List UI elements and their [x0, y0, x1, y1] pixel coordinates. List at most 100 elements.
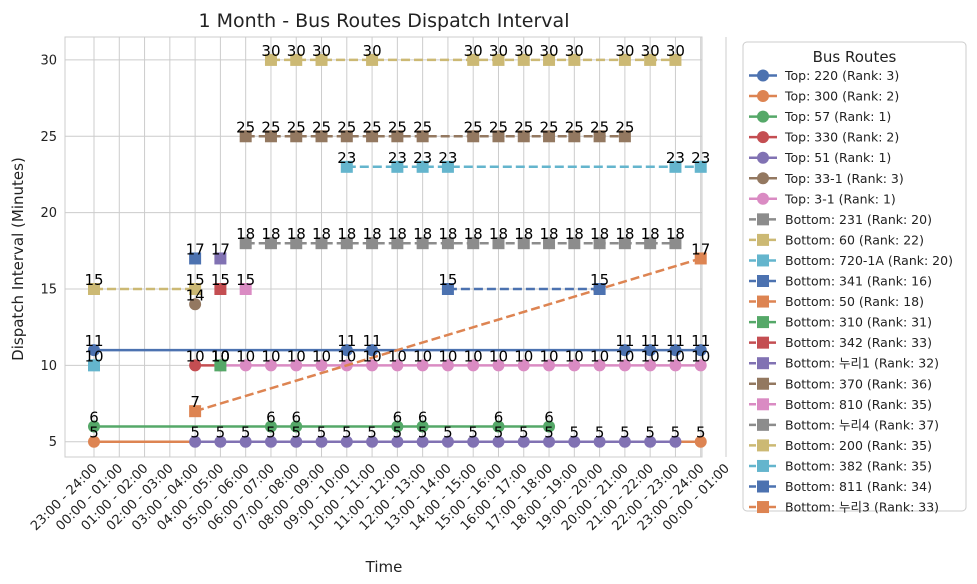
data-label: 18	[287, 225, 306, 243]
data-label: 18	[236, 225, 255, 243]
data-label: 10	[211, 347, 230, 365]
data-point	[441, 237, 454, 250]
data-label: 7	[190, 393, 200, 411]
legend-entry: Bottom: 342 (Rank: 33)	[785, 335, 932, 350]
data-label: 18	[464, 225, 483, 243]
data-label: 17	[211, 240, 230, 258]
data-point	[315, 435, 328, 448]
data-label: 30	[363, 42, 382, 60]
data-point	[618, 130, 631, 143]
data-label: 30	[565, 42, 584, 60]
data-point	[568, 359, 581, 372]
data-point	[644, 344, 657, 357]
data-label: 18	[666, 225, 685, 243]
data-label: 30	[514, 42, 533, 60]
legend-entry: Bottom: 누리4 (Rank: 37)	[785, 417, 939, 432]
data-point	[492, 130, 505, 143]
data-label: 25	[413, 118, 432, 136]
data-label: 5	[443, 424, 453, 442]
y-tick-label: 25	[40, 130, 57, 145]
data-label: 6	[494, 408, 504, 426]
data-label: 10	[211, 347, 230, 365]
series-line	[194, 257, 702, 413]
data-label: 5	[291, 424, 301, 442]
data-label: 25	[590, 118, 609, 136]
y-tick-label: 5	[49, 435, 57, 450]
plot-frame	[64, 36, 703, 458]
data-point	[669, 435, 682, 448]
data-point	[366, 435, 379, 448]
legend-swatch-marker	[757, 418, 769, 431]
legend-entry: Top: 33-1 (Rank: 3)	[784, 171, 904, 186]
data-point	[189, 435, 202, 448]
data-label: 5	[620, 424, 630, 442]
data-label: 10	[337, 347, 356, 365]
data-label: 30	[539, 42, 558, 60]
data-point	[618, 344, 631, 357]
data-point	[618, 359, 631, 372]
legend-entry: Bottom: 누리3 (Rank: 33)	[785, 500, 939, 515]
data-point	[315, 237, 328, 250]
data-label: 5	[645, 424, 655, 442]
legend-swatch-marker	[757, 233, 769, 246]
data-point	[669, 237, 682, 250]
data-label: 5	[89, 424, 99, 442]
data-label: 10	[539, 347, 558, 365]
data-label: 10	[641, 347, 660, 365]
data-point	[593, 130, 606, 143]
data-label: 10	[413, 347, 432, 365]
data-label: 5	[519, 424, 529, 442]
legend: Bus Routes Top: 220 (Rank: 3) Top: 300 (Ra…	[742, 41, 967, 515]
data-point	[391, 359, 404, 372]
data-point	[543, 237, 556, 250]
data-point	[568, 53, 581, 66]
data-point	[214, 252, 227, 265]
data-label: 5	[570, 424, 580, 442]
data-label: 15	[438, 271, 457, 289]
data-label: 5	[468, 424, 478, 442]
data-label: 10	[438, 347, 457, 365]
data-point	[416, 237, 429, 250]
chart-title: 1 Month - Bus Routes Dispatch Interval	[199, 10, 570, 32]
data-label: 5	[241, 424, 251, 442]
data-point	[239, 237, 252, 250]
data-label: 11	[337, 332, 356, 350]
data-label: 5	[696, 424, 706, 442]
data-label: 18	[641, 225, 660, 243]
data-label: 25	[261, 118, 280, 136]
data-point	[517, 237, 530, 250]
data-label: 25	[287, 118, 306, 136]
data-point	[189, 359, 202, 372]
legend-swatch-marker	[757, 377, 769, 390]
data-point	[593, 283, 606, 295]
legend-swatch-marker	[757, 336, 769, 349]
data-point	[568, 237, 581, 250]
data-point	[239, 283, 252, 295]
data-point	[644, 435, 657, 448]
legend-entry: Top: 300 (Rank: 2)	[784, 89, 899, 104]
data-label: 5	[266, 424, 276, 442]
data-point	[264, 53, 277, 66]
data-label: 25	[388, 118, 407, 136]
data-point	[669, 53, 682, 66]
data-label: 25	[236, 118, 255, 136]
data-label: 25	[615, 118, 634, 136]
data-label: 6	[393, 408, 403, 426]
data-label: 11	[363, 332, 382, 350]
data-label: 23	[413, 149, 432, 167]
data-label: 10	[84, 347, 103, 365]
data-point	[467, 237, 480, 250]
data-point	[492, 237, 505, 250]
data-label: 10	[691, 347, 710, 365]
legend-entry: Bottom: 382 (Rank: 35)	[785, 458, 932, 473]
legend-swatch-marker	[757, 213, 769, 226]
data-point	[264, 237, 277, 250]
data-label: 6	[544, 408, 554, 426]
data-point	[290, 237, 303, 250]
data-label: 5	[190, 424, 200, 442]
data-point	[214, 283, 227, 295]
data-label: 18	[388, 225, 407, 243]
data-label: 25	[489, 118, 508, 136]
data-label: 10	[388, 347, 407, 365]
data-point	[694, 160, 707, 173]
